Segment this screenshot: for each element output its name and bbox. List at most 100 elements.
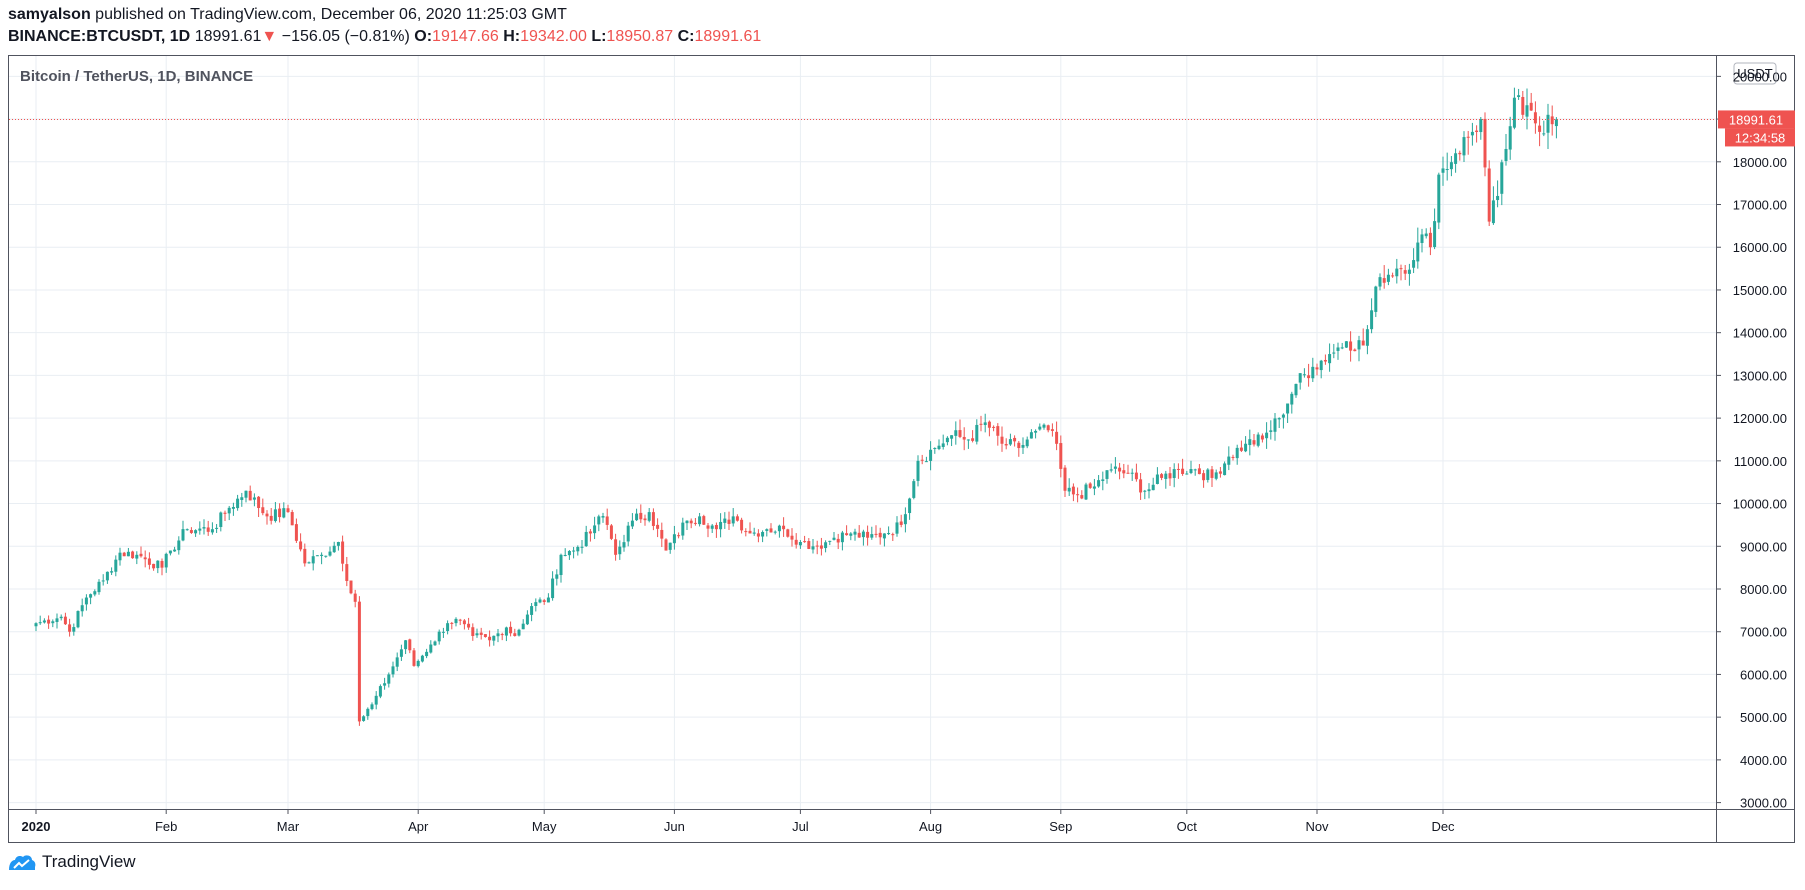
candle[interactable] bbox=[576, 545, 580, 556]
candle[interactable] bbox=[891, 532, 895, 541]
candle[interactable] bbox=[374, 691, 378, 710]
candle[interactable] bbox=[446, 620, 450, 635]
candle[interactable] bbox=[1155, 467, 1159, 485]
candle[interactable] bbox=[1521, 90, 1525, 119]
candle[interactable] bbox=[38, 615, 42, 625]
candle[interactable] bbox=[1328, 343, 1332, 372]
candle[interactable] bbox=[517, 628, 521, 637]
candle[interactable] bbox=[941, 434, 945, 450]
candle[interactable] bbox=[177, 536, 181, 555]
candle[interactable] bbox=[1412, 248, 1416, 274]
candle[interactable] bbox=[1416, 227, 1420, 269]
candle[interactable] bbox=[790, 528, 794, 547]
candle[interactable] bbox=[639, 504, 643, 523]
candle[interactable] bbox=[1395, 258, 1399, 284]
candle[interactable] bbox=[912, 478, 916, 500]
candle[interactable] bbox=[689, 518, 693, 529]
candle[interactable] bbox=[1399, 264, 1403, 281]
candle[interactable] bbox=[1050, 423, 1054, 437]
candle[interactable] bbox=[1433, 208, 1437, 250]
candle[interactable] bbox=[437, 629, 441, 645]
candle[interactable] bbox=[878, 527, 882, 545]
candle[interactable] bbox=[1151, 477, 1155, 491]
candle[interactable] bbox=[1344, 341, 1348, 348]
candle[interactable] bbox=[1008, 433, 1012, 446]
candle[interactable] bbox=[1185, 470, 1189, 475]
candle[interactable] bbox=[1529, 92, 1533, 111]
candle[interactable] bbox=[1101, 471, 1105, 491]
candle[interactable] bbox=[294, 518, 298, 543]
candle[interactable] bbox=[593, 516, 597, 540]
candle[interactable] bbox=[1273, 412, 1277, 441]
candle[interactable] bbox=[551, 571, 555, 601]
candle[interactable] bbox=[143, 550, 147, 568]
candle[interactable] bbox=[1332, 343, 1336, 359]
candle[interactable] bbox=[210, 522, 214, 535]
author-name[interactable]: samyalson bbox=[8, 6, 91, 23]
candle[interactable] bbox=[1021, 437, 1025, 455]
candle[interactable] bbox=[861, 529, 865, 546]
candle[interactable] bbox=[345, 556, 349, 587]
candle[interactable] bbox=[1311, 357, 1315, 382]
candle[interactable] bbox=[1252, 434, 1256, 447]
candle[interactable] bbox=[332, 541, 336, 553]
candle[interactable] bbox=[803, 535, 807, 543]
candle[interactable] bbox=[412, 648, 416, 667]
candle[interactable] bbox=[105, 571, 109, 584]
candle[interactable] bbox=[958, 419, 962, 439]
candle[interactable] bbox=[1227, 446, 1231, 471]
price-chart[interactable]: Bitcoin / TetherUS, 1D, BINANCE USDT 300… bbox=[8, 55, 1795, 843]
candle[interactable] bbox=[756, 529, 760, 543]
candle[interactable] bbox=[966, 439, 970, 449]
candle[interactable] bbox=[828, 540, 832, 546]
candle[interactable] bbox=[1454, 148, 1458, 173]
candle[interactable] bbox=[357, 596, 361, 726]
candle[interactable] bbox=[714, 522, 718, 538]
candle[interactable] bbox=[76, 610, 80, 629]
candle[interactable] bbox=[1550, 105, 1554, 136]
candle[interactable] bbox=[93, 589, 97, 597]
candle[interactable] bbox=[425, 648, 429, 659]
candle[interactable] bbox=[563, 548, 567, 557]
candle[interactable] bbox=[1508, 116, 1512, 160]
candle[interactable] bbox=[101, 574, 105, 586]
candle[interactable] bbox=[1365, 325, 1369, 355]
candle[interactable] bbox=[299, 533, 303, 552]
candle[interactable] bbox=[1512, 87, 1516, 130]
candle[interactable] bbox=[433, 640, 437, 646]
candle[interactable] bbox=[1080, 490, 1084, 500]
candle[interactable] bbox=[147, 552, 151, 570]
candle[interactable] bbox=[521, 619, 525, 630]
candle[interactable] bbox=[236, 494, 240, 511]
candle[interactable] bbox=[1004, 438, 1008, 450]
candle[interactable] bbox=[122, 551, 126, 557]
candle[interactable] bbox=[509, 621, 513, 637]
candle[interactable] bbox=[252, 493, 256, 507]
candle[interactable] bbox=[84, 594, 88, 611]
candle[interactable] bbox=[1265, 422, 1269, 449]
candle[interactable] bbox=[1139, 472, 1143, 500]
candle[interactable] bbox=[605, 508, 609, 530]
candle[interactable] bbox=[937, 439, 941, 451]
candle[interactable] bbox=[903, 507, 907, 533]
candle[interactable] bbox=[450, 621, 454, 630]
candle[interactable] bbox=[181, 520, 185, 542]
candle[interactable] bbox=[1248, 429, 1252, 456]
candle[interactable] bbox=[269, 507, 273, 525]
candle[interactable] bbox=[479, 627, 483, 640]
candle[interactable] bbox=[1076, 487, 1080, 503]
candle[interactable] bbox=[110, 567, 114, 575]
candle[interactable] bbox=[1084, 482, 1088, 500]
candle[interactable] bbox=[798, 540, 802, 549]
candle[interactable] bbox=[719, 513, 723, 538]
candle[interactable] bbox=[614, 533, 618, 561]
candle[interactable] bbox=[353, 589, 357, 608]
candle[interactable] bbox=[668, 542, 672, 554]
candle[interactable] bbox=[962, 427, 966, 451]
candle[interactable] bbox=[882, 533, 886, 547]
candle[interactable] bbox=[710, 523, 714, 533]
candle[interactable] bbox=[748, 522, 752, 534]
candle[interactable] bbox=[185, 528, 189, 531]
candle[interactable] bbox=[1239, 440, 1243, 453]
candle[interactable] bbox=[1193, 468, 1197, 476]
